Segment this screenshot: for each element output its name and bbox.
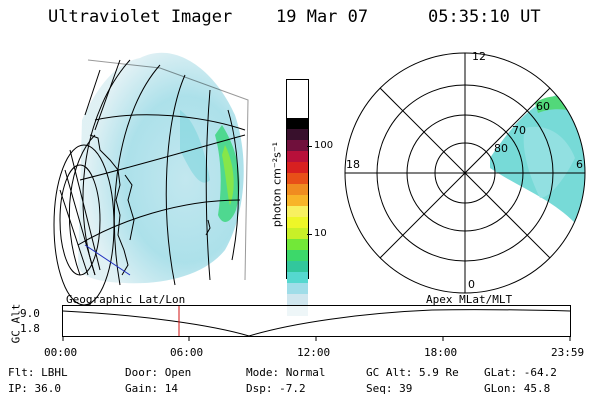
aurora-band-bright (222, 145, 234, 205)
colorbar-segment (287, 272, 308, 283)
mlat-label-70: 70 (512, 124, 526, 137)
mlat-label-80: 80 (494, 142, 508, 155)
emission-patch (180, 110, 210, 183)
instrument-title: Ultraviolet Imager (48, 7, 233, 27)
polar-panel: 12 18 6 0 80 70 60 (344, 50, 586, 294)
colorbar-segment (287, 294, 308, 305)
status-flt: Flt: LBHL (8, 366, 68, 379)
colorbar-tick-10 (307, 234, 312, 235)
colorbar-segment (287, 228, 308, 239)
colorbar-segment (287, 140, 308, 151)
time-tick-0000: 00:00 (44, 346, 78, 359)
mlat-label-60: 60 (536, 100, 550, 113)
colorbar-segment (287, 305, 308, 316)
time-tick-0600: 06:00 (170, 346, 204, 359)
colorbar-segment (287, 129, 308, 140)
mlt-label-12: 12 (472, 50, 486, 63)
status-ip: IP: 36.0 (8, 382, 61, 395)
time-tick-2359: 23:59 (551, 346, 585, 359)
emission-region (78, 52, 244, 284)
mlt-label-0: 0 (468, 278, 475, 291)
status-glat: GLat: -64.2 (484, 366, 557, 379)
status-mode: Mode: Normal (246, 366, 326, 379)
colorbar-unit-label: photon cm⁻²s⁻¹ (270, 141, 284, 228)
colorbar-label-10: 10 (314, 228, 327, 239)
status-glon: GLon: 45.8 (484, 382, 551, 395)
image-time: 05:35:10 UT (428, 7, 541, 27)
time-tick-1800: 18:00 (424, 346, 458, 359)
image-date: 19 Mar 07 (276, 7, 369, 27)
colorbar-segment (287, 151, 308, 162)
altitude-tick-high: 9.0 (20, 307, 40, 320)
apex-caption: Apex MLat/MLT (426, 293, 513, 306)
status-gc-alt: GC Alt: 5.9 Re (366, 366, 459, 379)
colorbar-segment (287, 195, 308, 206)
altitude-plot (62, 305, 571, 341)
colorbar-segment (287, 162, 308, 173)
mlt-label-6: 6 (576, 158, 583, 171)
polar-emission-inner (523, 126, 575, 198)
colorbar-segment (287, 217, 308, 228)
colorbar-tick-100 (307, 146, 312, 147)
colorbar-segment (287, 184, 308, 195)
status-dsp: Dsp: -7.2 (246, 382, 306, 395)
status-gain: Gain: 14 (125, 382, 178, 395)
altitude-tick-low: 1.8 (20, 322, 40, 335)
colorbar-label-100: 100 (314, 140, 334, 151)
colorbar-segment (287, 173, 308, 184)
status-seq: Seq: 39 (366, 382, 413, 395)
colorbar-segment (287, 239, 308, 250)
status-door: Door: Open (125, 366, 192, 379)
colorbar-segment (287, 250, 308, 261)
colorbar-segment (287, 283, 308, 294)
geographic-caption: Geographic Lat/Lon (66, 293, 186, 306)
colorbar-segment (287, 261, 308, 272)
colorbar-segment (287, 118, 308, 129)
colorbar-segment (287, 206, 308, 217)
time-tick-1200: 12:00 (297, 346, 331, 359)
mlt-label-18: 18 (346, 158, 360, 171)
colorbar (286, 79, 309, 316)
